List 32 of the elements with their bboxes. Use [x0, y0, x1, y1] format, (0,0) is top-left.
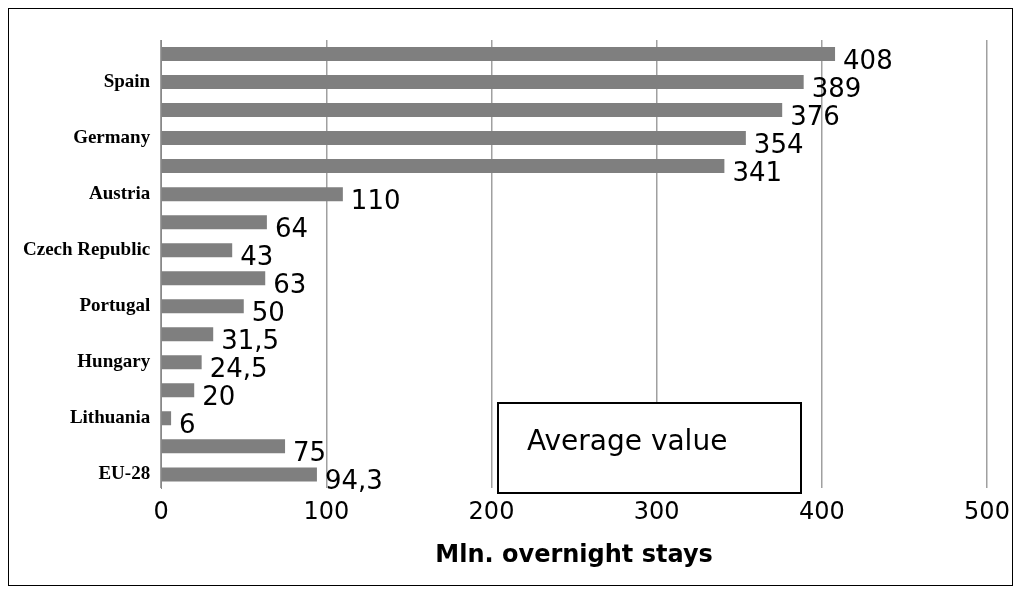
data-label: 6 [179, 409, 196, 440]
x-tick-label: 0 [153, 497, 169, 526]
data-label: 24,5 [209, 353, 268, 384]
data-label: 64 [274, 212, 308, 243]
data-label: 389 [811, 72, 862, 103]
y-tick-label: Austria [88, 182, 151, 204]
y-tick-label: Lithuania [69, 406, 151, 428]
y-tick-label: Hungary [77, 350, 151, 372]
x-tick-label: 200 [468, 497, 515, 526]
x-tick-label: 500 [964, 497, 1010, 526]
data-label: 94,3 [324, 465, 383, 496]
x-tick-label: 300 [633, 497, 680, 526]
data-label: 408 [843, 44, 893, 75]
y-tick-label: Germany [73, 125, 151, 147]
data-label: 31,5 [221, 325, 280, 356]
data-label: 50 [251, 296, 285, 327]
data-label: 376 [790, 100, 840, 131]
data-label: 20 [202, 381, 236, 412]
y-tick-label: Portugal [79, 294, 151, 316]
data-label: 341 [732, 156, 783, 187]
y-tick-label: Spain [103, 69, 151, 91]
data-label: 110 [350, 184, 401, 215]
data-label: 63 [273, 268, 307, 299]
y-tick-label: Czech Republic [23, 238, 151, 260]
x-tick-label: 400 [798, 497, 845, 526]
data-label: 354 [753, 128, 804, 159]
x-tick-label: 100 [303, 497, 350, 526]
x-axis-title: Mln. overnight stays [435, 539, 713, 568]
data-label: 75 [293, 437, 327, 468]
text-box: Average value [497, 402, 802, 494]
y-tick-label: EU-28 [98, 462, 151, 484]
data-label: 43 [240, 240, 274, 271]
